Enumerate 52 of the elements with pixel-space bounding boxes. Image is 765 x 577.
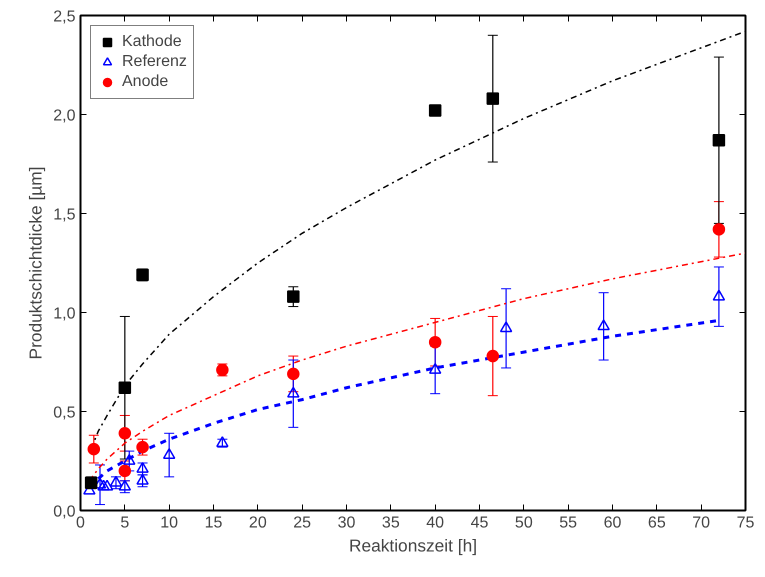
point (118, 480, 132, 491)
point (486, 92, 500, 105)
point (287, 368, 300, 380)
point (287, 290, 300, 303)
x-tick-label: 65 (648, 514, 666, 532)
point (100, 480, 114, 491)
x-tick-label: 40 (426, 514, 444, 532)
x-axis-title: Reaktionszeit [h] (348, 536, 478, 556)
x-tick-label: 20 (248, 514, 267, 532)
legend-label: Kathode (122, 33, 182, 51)
point (597, 319, 610, 330)
y-tick-label: 2,0 (53, 108, 76, 124)
point (486, 350, 500, 362)
y-axis-title: Produktschichtdicke [µm] (25, 166, 46, 360)
point (118, 464, 132, 478)
x-tick-label: 50 (514, 514, 533, 532)
legend-label: Referenz (122, 53, 187, 71)
point (162, 448, 176, 459)
legend-label: Anode (122, 73, 168, 91)
point (110, 476, 122, 487)
x-tick-label: 70 (692, 514, 710, 532)
x-tick-label: 55 (559, 514, 578, 532)
y-tick-label: 1,0 (53, 306, 76, 322)
x-tick-label: 75 (736, 514, 754, 532)
point (712, 290, 726, 301)
y-tick-label: 2,5 (53, 8, 76, 26)
point (118, 427, 132, 440)
y-tick-label: 0,5 (53, 404, 76, 422)
x-tick-label: 0 (76, 514, 86, 532)
x-tick-label: 35 (382, 514, 400, 532)
y-tick-label: 1,5 (53, 206, 76, 224)
x-tick-label: 5 (120, 514, 130, 532)
point (136, 440, 149, 454)
x-tick-label: 60 (604, 514, 622, 532)
point (428, 362, 442, 374)
x-tick-label: 30 (338, 514, 356, 532)
point (428, 104, 442, 117)
point (712, 134, 726, 146)
point (97, 480, 110, 491)
point (428, 336, 442, 348)
point (88, 442, 100, 456)
point (123, 454, 136, 465)
x-tick-label: 25 (293, 514, 312, 532)
point (287, 386, 300, 398)
x-tick-label: 10 (160, 514, 178, 532)
point (118, 381, 132, 394)
point (712, 223, 726, 236)
x-tick-label: 45 (470, 514, 488, 532)
point (216, 436, 229, 448)
x-tick-label: 15 (204, 514, 222, 532)
point (500, 321, 512, 332)
y-tick-label: 0,0 (53, 504, 76, 520)
